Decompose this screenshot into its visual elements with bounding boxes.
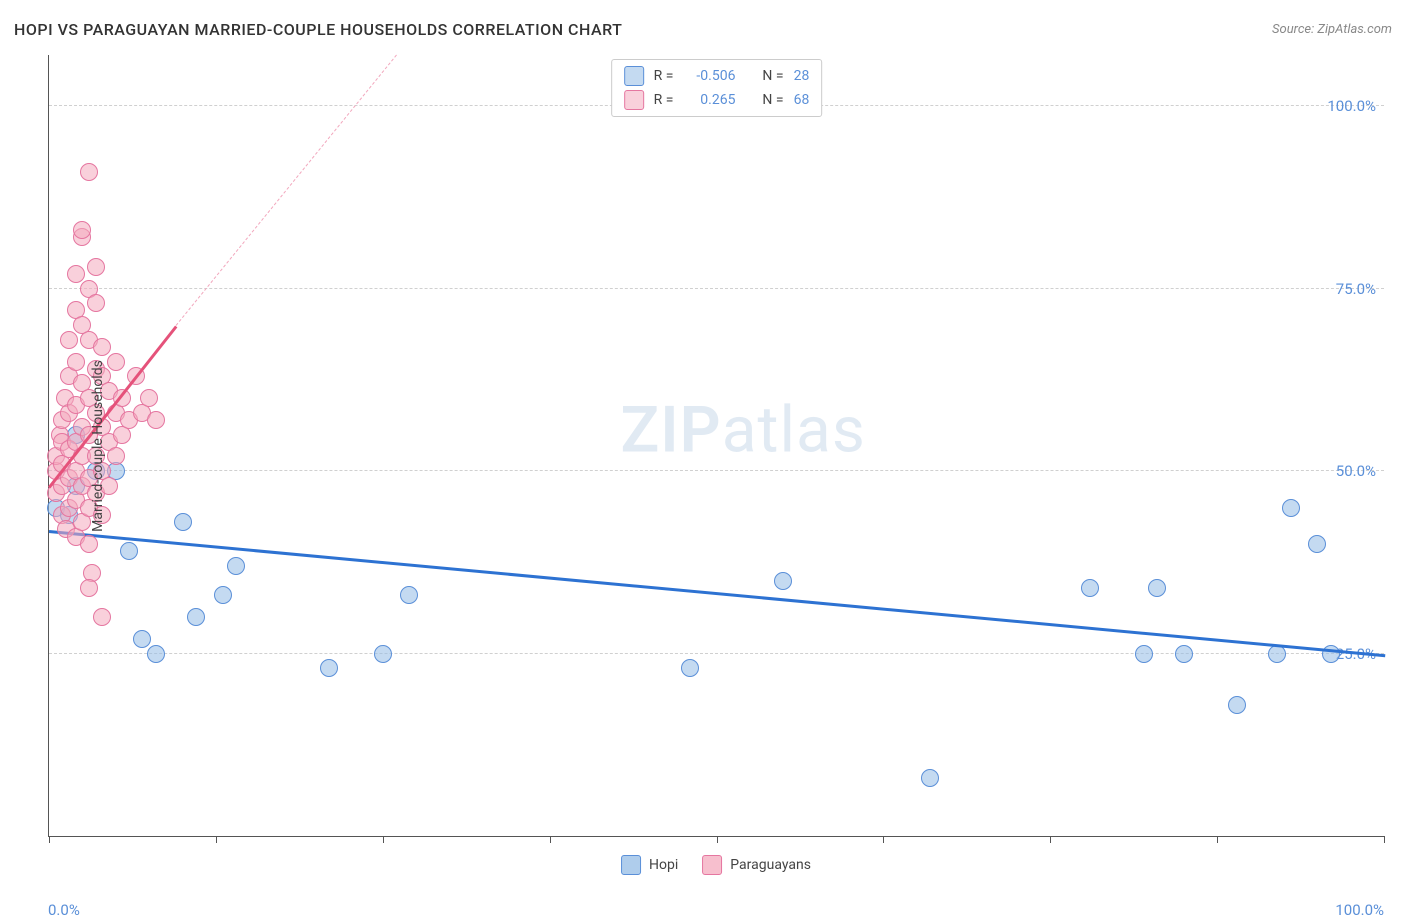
- legend-item: Hopi: [621, 855, 678, 875]
- r-value: -0.506: [683, 68, 735, 84]
- trend-line: [49, 530, 1385, 657]
- n-value: 68: [794, 92, 810, 108]
- data-point: [227, 557, 245, 575]
- data-point: [174, 513, 192, 531]
- data-point: [1175, 645, 1193, 663]
- data-point: [120, 542, 138, 560]
- data-point: [80, 579, 98, 597]
- y-tick-label: 75.0%: [1336, 280, 1376, 298]
- data-point: [67, 265, 85, 283]
- x-tick: [550, 836, 551, 843]
- n-value: 28: [794, 68, 810, 84]
- watermark: ZIPatlas: [621, 392, 866, 467]
- y-tick-label: 100.0%: [1327, 97, 1376, 115]
- gridline: [49, 470, 1384, 471]
- data-point: [93, 608, 111, 626]
- legend-label: Hopi: [649, 857, 678, 873]
- trend-line-extrapolated: [176, 55, 397, 326]
- source-citation: Source: ZipAtlas.com: [1272, 22, 1392, 37]
- data-point: [60, 331, 78, 349]
- data-point: [1322, 645, 1340, 663]
- data-point: [374, 645, 392, 663]
- data-point: [147, 411, 165, 429]
- data-point: [147, 645, 165, 663]
- data-point: [1308, 535, 1326, 553]
- x-tick: [717, 836, 718, 843]
- legend-label: Paraguayans: [730, 857, 811, 873]
- data-point: [93, 338, 111, 356]
- correlation-legend-row: R = -0.506 N = 28: [624, 64, 810, 88]
- x-tick: [883, 836, 884, 843]
- data-point: [80, 535, 98, 553]
- correlation-legend-row: R = 0.265 N = 68: [624, 88, 810, 112]
- legend-swatch: [624, 66, 644, 86]
- n-label: N =: [762, 68, 783, 84]
- y-axis-label: Married-couple Households: [90, 360, 106, 532]
- data-point: [214, 586, 232, 604]
- chart-header: HOPI VS PARAGUAYAN MARRIED-COUPLE HOUSEH…: [14, 20, 1392, 39]
- n-label: N =: [762, 92, 783, 108]
- r-label: R =: [654, 92, 674, 108]
- data-point: [87, 258, 105, 276]
- data-point: [681, 659, 699, 677]
- r-label: R =: [654, 68, 674, 84]
- plot-region: ZIPatlas R = -0.506 N = 28R = 0.265 N = …: [48, 55, 1384, 837]
- x-tick: [49, 836, 50, 843]
- data-point: [187, 608, 205, 626]
- data-point: [87, 294, 105, 312]
- data-point: [1135, 645, 1153, 663]
- legend-swatch: [621, 855, 641, 875]
- data-point: [320, 659, 338, 677]
- data-point: [107, 353, 125, 371]
- data-point: [1148, 579, 1166, 597]
- chart-title: HOPI VS PARAGUAYAN MARRIED-COUPLE HOUSEH…: [14, 20, 622, 39]
- data-point: [1228, 696, 1246, 714]
- legend-item: Paraguayans: [702, 855, 811, 875]
- x-tick: [1217, 836, 1218, 843]
- x-axis-max-label: 100.0%: [1335, 901, 1384, 919]
- data-point: [80, 163, 98, 181]
- chart-area: ZIPatlas R = -0.506 N = 28R = 0.265 N = …: [48, 55, 1384, 837]
- data-point: [133, 630, 151, 648]
- data-point: [67, 353, 85, 371]
- x-tick: [1050, 836, 1051, 843]
- data-point: [73, 221, 91, 239]
- x-tick: [1384, 836, 1385, 843]
- data-point: [107, 447, 125, 465]
- x-tick: [383, 836, 384, 843]
- data-point: [1081, 579, 1099, 597]
- legend-swatch: [702, 855, 722, 875]
- legend-swatch: [624, 90, 644, 110]
- correlation-legend: R = -0.506 N = 28R = 0.265 N = 68: [611, 59, 823, 117]
- x-tick: [216, 836, 217, 843]
- data-point: [1282, 499, 1300, 517]
- y-tick-label: 50.0%: [1336, 462, 1376, 480]
- data-point: [774, 572, 792, 590]
- data-point: [921, 769, 939, 787]
- data-point: [400, 586, 418, 604]
- r-value: 0.265: [683, 92, 735, 108]
- gridline: [49, 288, 1384, 289]
- series-legend: Hopi Paraguayans: [621, 855, 811, 875]
- x-axis-min-label: 0.0%: [48, 901, 80, 919]
- data-point: [140, 389, 158, 407]
